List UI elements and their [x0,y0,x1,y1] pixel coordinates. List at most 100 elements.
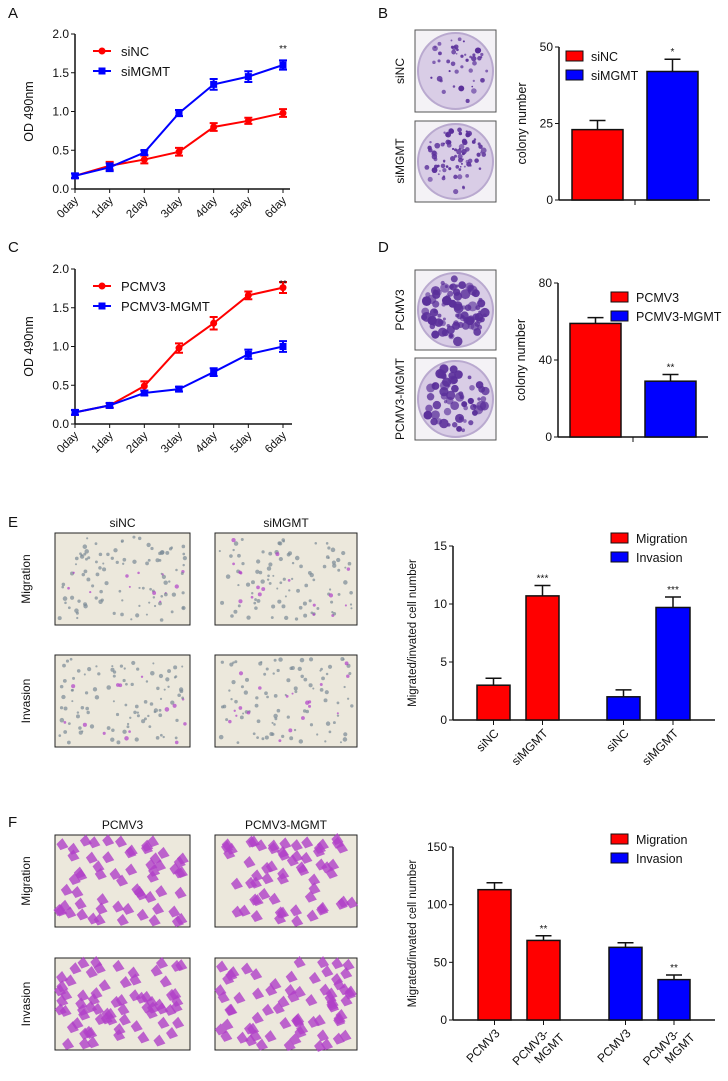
cell [309,723,314,727]
cell [150,964,163,977]
legend-marker [98,302,106,310]
cell [284,615,289,621]
colony [446,142,452,148]
photo-column-label: PCMV3 [102,818,144,832]
cell [327,664,333,669]
cell [319,683,323,687]
error-bar [534,584,551,596]
cell [79,1037,92,1050]
error-bar [589,119,606,130]
cell [136,711,140,714]
cell [171,915,184,928]
cell [112,611,116,615]
cell [71,700,74,703]
legend-label: PCMV3-MGMT [636,310,722,324]
cell [94,560,98,564]
cell [86,577,91,582]
legend-swatch [565,50,584,62]
cell [296,588,300,593]
data-point [279,284,287,292]
error-bar [486,882,503,890]
cell [137,536,142,541]
data-point [175,385,183,393]
colony [478,167,482,170]
cell [128,730,131,733]
cell [245,835,258,848]
cell [120,540,123,543]
cell [85,851,98,864]
cell [126,722,130,726]
cell [156,956,169,969]
colony [460,289,471,300]
x-tick-label: siNC [473,726,502,755]
cell [233,991,246,1004]
cell [294,555,300,561]
cell [95,902,108,915]
cell [332,563,337,568]
cell [258,887,271,900]
data-point [106,401,114,409]
cell [250,968,263,981]
colony [481,152,487,157]
photo-row-label: siNC [393,58,407,84]
cell [152,596,156,599]
cell [56,838,69,851]
colony [461,148,467,155]
cell [273,723,276,726]
cell [273,658,277,662]
colony [474,47,481,54]
colony [431,167,438,174]
colony [458,85,465,92]
cell [220,705,225,709]
cell [110,556,114,560]
bar [476,684,511,721]
plate-dish [417,123,494,200]
cell [64,974,77,987]
cell [232,661,235,664]
cell [83,673,86,676]
cell [245,582,251,587]
cell [344,661,349,666]
y-axis-label: OD 490nm [22,316,36,376]
cell [157,1016,170,1029]
cell [148,914,161,927]
cell [94,596,98,600]
cell [299,657,305,663]
cell [92,1002,105,1015]
cell [57,616,62,621]
colony [423,410,433,420]
cell [328,730,332,734]
bar [644,380,697,438]
cell [159,697,163,701]
cell [260,579,265,584]
cell [85,557,88,561]
y-tick-label: 0.5 [52,143,69,157]
colony [472,313,480,321]
cell [233,709,236,712]
colony [429,140,432,144]
colony [472,60,477,66]
cell [282,577,286,581]
significance-mark: *** [667,585,679,596]
photo-column-label: siNC [110,516,136,530]
legend-label: Invasion [636,551,683,565]
cell [323,698,328,703]
data-point [210,368,218,376]
cell [308,704,312,708]
cell [79,834,92,847]
colony [472,79,475,82]
y-tick-label: 25 [540,117,554,131]
cell [278,657,283,662]
cell [182,555,187,561]
cell [271,604,276,609]
data-point [71,172,79,180]
colony [430,417,438,426]
colony [471,410,478,416]
legend-label: Migration [636,833,687,847]
cell [63,721,67,724]
error-bar [666,974,682,980]
cell [96,893,109,906]
photo-row-label: Invasion [19,679,33,724]
cell [145,680,149,683]
colony [437,173,440,176]
